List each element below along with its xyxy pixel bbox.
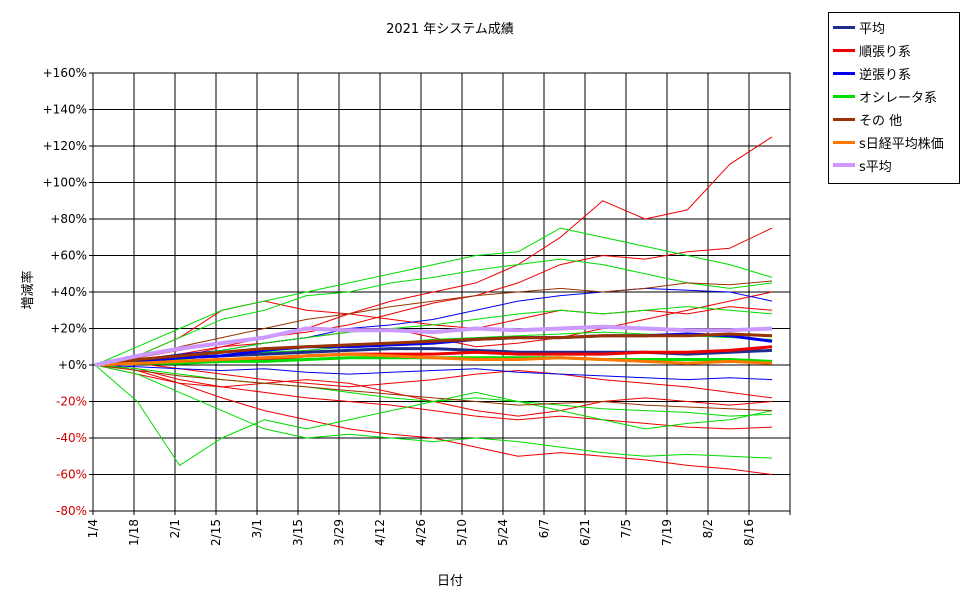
legend-item: s日経平均株価 [833, 132, 944, 152]
x-tick-label: 3/1 [250, 519, 264, 538]
legend-swatch [833, 163, 855, 167]
system-line [94, 258, 773, 366]
y-tick-label: +140% [43, 103, 87, 117]
x-tick-label: 1/4 [86, 519, 100, 538]
x-tick-label: 5/10 [455, 519, 469, 546]
y-tick-label: +40% [50, 285, 87, 299]
x-axis-title: 日付 [436, 574, 463, 589]
legend-label: 平均 [859, 21, 886, 37]
legend-label: 逆張り系 [859, 67, 912, 83]
x-tick-label: 6/21 [578, 519, 592, 546]
legend-item: 順張り系 [833, 40, 911, 60]
system-line [94, 364, 773, 417]
series-line [94, 352, 773, 367]
system-line [94, 364, 773, 430]
system-line [94, 364, 773, 412]
chart-title: 2021 年システム成績 [386, 22, 514, 37]
legend-label: s平均 [859, 159, 892, 175]
legend-swatch [833, 48, 855, 52]
series-line [94, 332, 773, 367]
legend-item: 平均 [833, 17, 885, 37]
system-line [94, 287, 773, 366]
legend-swatch [833, 140, 855, 144]
y-tick-label: -40% [56, 431, 87, 445]
x-tick-label: 4/26 [414, 519, 428, 546]
x-tick-label: 8/16 [742, 519, 756, 546]
legend-label: 順張り系 [859, 44, 912, 60]
legend-swatch [833, 94, 855, 98]
system-line [94, 291, 773, 366]
system-line [94, 136, 773, 366]
system-line [94, 364, 773, 475]
x-tick-label: 2/1 [168, 519, 182, 538]
x-tick-label: 8/2 [701, 519, 715, 538]
system-line [94, 364, 773, 459]
y-axis-title: 増減率 [21, 270, 36, 310]
system-line [94, 364, 773, 381]
legend-swatch [833, 25, 855, 29]
legend-label: s日経平均株価 [859, 136, 944, 152]
x-tick-label: 6/7 [537, 519, 551, 538]
x-tick-label: 3/29 [332, 519, 346, 546]
system-line [94, 362, 773, 399]
legend-item: s平均 [833, 155, 892, 175]
legend-item: その 他 [833, 109, 902, 129]
y-tick-label: +80% [50, 212, 87, 226]
y-tick-label: +20% [50, 322, 87, 336]
chart-legend: 平均順張り系逆張り系オシレータ系 その 他 s日経平均株価 s平均 [828, 12, 960, 184]
x-tick-label: 5/24 [496, 519, 510, 546]
legend-label: その 他 [859, 113, 903, 129]
x-tick-label: 7/5 [619, 519, 633, 538]
x-tick-label: 3/15 [291, 519, 305, 546]
series-line [94, 324, 773, 367]
y-tick-label: -20% [56, 395, 87, 409]
legend-item: 逆張り系 [833, 63, 911, 83]
y-tick-label: +160% [43, 66, 87, 80]
legend-swatch [833, 117, 855, 121]
system-line [94, 280, 773, 366]
y-tick-label: +0% [58, 358, 87, 372]
y-tick-label: +100% [43, 176, 87, 190]
system-line [94, 227, 773, 366]
x-tick-label: 2/15 [209, 519, 223, 546]
y-tick-label: +120% [43, 139, 87, 153]
x-tick-label: 1/18 [127, 519, 141, 546]
y-tick-label: -60% [56, 468, 87, 482]
legend-label: オシレータ系 [859, 90, 938, 106]
legend-item: オシレータ系 [833, 86, 937, 106]
y-tick-label: -80% [56, 504, 87, 518]
x-tick-label: 7/19 [660, 519, 674, 546]
y-tick-label: +60% [50, 249, 87, 263]
legend-swatch [833, 71, 855, 75]
x-tick-label: 4/12 [373, 519, 387, 546]
